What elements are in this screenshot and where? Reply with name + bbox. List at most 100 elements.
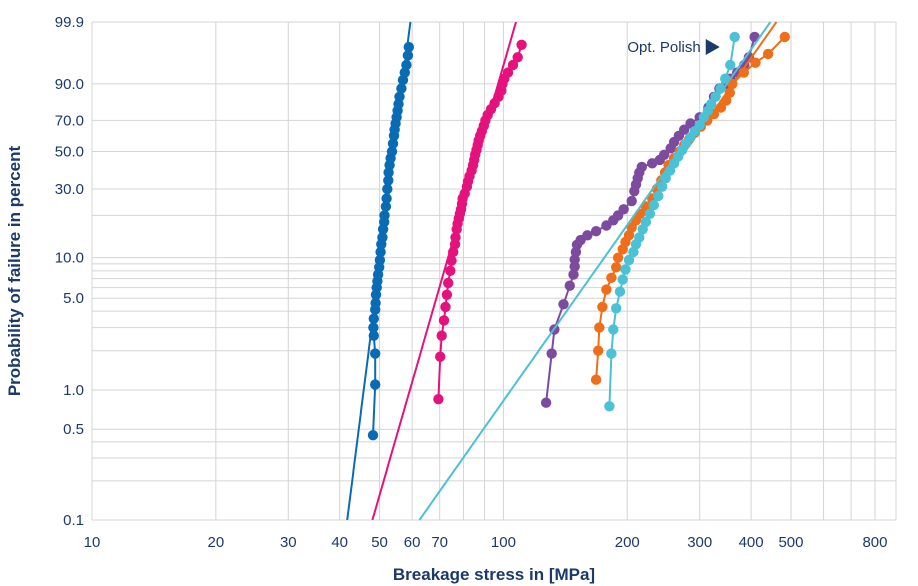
annotation-arrow-icon bbox=[705, 38, 720, 55]
y-tick-label: 1.0 bbox=[63, 382, 84, 399]
data-point bbox=[582, 230, 593, 241]
data-point bbox=[370, 297, 381, 309]
data-point bbox=[656, 181, 668, 192]
data-point bbox=[564, 280, 575, 291]
data-point bbox=[443, 277, 454, 289]
data-point bbox=[445, 265, 456, 276]
annotation: Opt. Polish bbox=[627, 38, 720, 56]
y-tick-label: 90.0 bbox=[55, 76, 84, 93]
data-point bbox=[394, 91, 405, 103]
data-point bbox=[618, 204, 629, 215]
x-tick-label: 500 bbox=[778, 534, 803, 551]
data-point bbox=[623, 230, 635, 241]
y-tick-label: 99.9 bbox=[55, 14, 84, 31]
x-tick-label: 70 bbox=[431, 534, 448, 551]
annotation-label: Opt. Polish bbox=[627, 39, 700, 56]
data-point bbox=[440, 301, 451, 313]
series-connector bbox=[437, 44, 523, 400]
data-point bbox=[724, 87, 735, 99]
x-tick-label: 60 bbox=[404, 534, 421, 551]
x-tick-label: 20 bbox=[208, 534, 225, 551]
data-point bbox=[608, 324, 619, 335]
data-point bbox=[634, 232, 645, 243]
data-point bbox=[653, 190, 664, 202]
data-point bbox=[401, 59, 412, 71]
data-point bbox=[606, 272, 617, 283]
data-point bbox=[636, 161, 647, 173]
data-point bbox=[594, 322, 605, 333]
data-point bbox=[516, 39, 527, 50]
data-point bbox=[368, 313, 379, 324]
data-point bbox=[659, 149, 670, 160]
y-tick-label: 50.0 bbox=[55, 144, 84, 161]
data-point bbox=[685, 118, 696, 129]
data-point bbox=[377, 232, 388, 243]
data-point bbox=[648, 199, 659, 211]
data-point bbox=[617, 274, 628, 285]
series-1 bbox=[346, 21, 414, 521]
data-point bbox=[660, 173, 671, 184]
data-point bbox=[612, 252, 624, 263]
data-point bbox=[611, 262, 622, 273]
x-tick-label: 800 bbox=[862, 534, 887, 551]
y-tick-label: 0.1 bbox=[63, 512, 84, 529]
x-tick-label: 100 bbox=[491, 534, 516, 551]
data-point bbox=[379, 210, 390, 221]
data-point bbox=[750, 57, 761, 68]
data-point bbox=[614, 286, 626, 297]
data-point bbox=[606, 348, 617, 359]
data-point bbox=[375, 246, 386, 258]
data-point bbox=[729, 31, 740, 43]
data-point bbox=[640, 216, 652, 228]
y-tick-label: 5.0 bbox=[63, 290, 84, 307]
data-point bbox=[370, 348, 381, 359]
y-tick-label: 70.0 bbox=[55, 112, 84, 129]
y-axis-title: Probability of failure in percent bbox=[5, 146, 24, 397]
data-point bbox=[738, 67, 749, 78]
data-point bbox=[611, 303, 622, 314]
data-point bbox=[370, 379, 381, 390]
data-point bbox=[374, 254, 386, 266]
series-4 bbox=[590, 21, 790, 385]
x-axis-title: Breakage stress in [MPa] bbox=[393, 565, 595, 584]
series-layer bbox=[346, 21, 790, 521]
y-tick-label: 0.5 bbox=[63, 421, 84, 438]
data-point bbox=[720, 73, 731, 84]
data-point bbox=[593, 345, 604, 356]
y-tick-label: 30.0 bbox=[55, 181, 84, 198]
data-point bbox=[507, 59, 519, 71]
data-point bbox=[590, 226, 602, 237]
grid bbox=[91, 21, 897, 521]
data-point bbox=[403, 41, 414, 53]
data-point bbox=[502, 67, 514, 78]
data-point bbox=[446, 255, 457, 266]
data-point bbox=[438, 315, 450, 326]
data-point bbox=[368, 330, 379, 341]
x-tick-label: 200 bbox=[615, 534, 640, 551]
x-tick-label: 40 bbox=[331, 534, 348, 551]
x-tick-label: 400 bbox=[739, 534, 764, 551]
data-point bbox=[558, 299, 569, 310]
data-point bbox=[441, 289, 453, 300]
data-point bbox=[601, 284, 612, 295]
data-point bbox=[368, 322, 379, 333]
data-point bbox=[710, 91, 721, 103]
data-point bbox=[568, 269, 579, 280]
data-point bbox=[382, 183, 393, 195]
data-point bbox=[725, 59, 736, 71]
y-tick-label: 10.0 bbox=[55, 250, 84, 267]
x-tick-label: 50 bbox=[371, 534, 388, 551]
data-point bbox=[383, 175, 394, 186]
data-point bbox=[694, 119, 705, 131]
data-point bbox=[597, 301, 608, 313]
data-point bbox=[381, 193, 392, 204]
data-point bbox=[762, 48, 774, 60]
data-point bbox=[435, 351, 446, 362]
data-point bbox=[450, 232, 461, 243]
data-point bbox=[546, 348, 557, 359]
x-tick-label: 300 bbox=[687, 534, 712, 551]
x-tick-label: 10 bbox=[84, 534, 101, 551]
data-point bbox=[715, 83, 726, 94]
series-5 bbox=[418, 21, 772, 521]
